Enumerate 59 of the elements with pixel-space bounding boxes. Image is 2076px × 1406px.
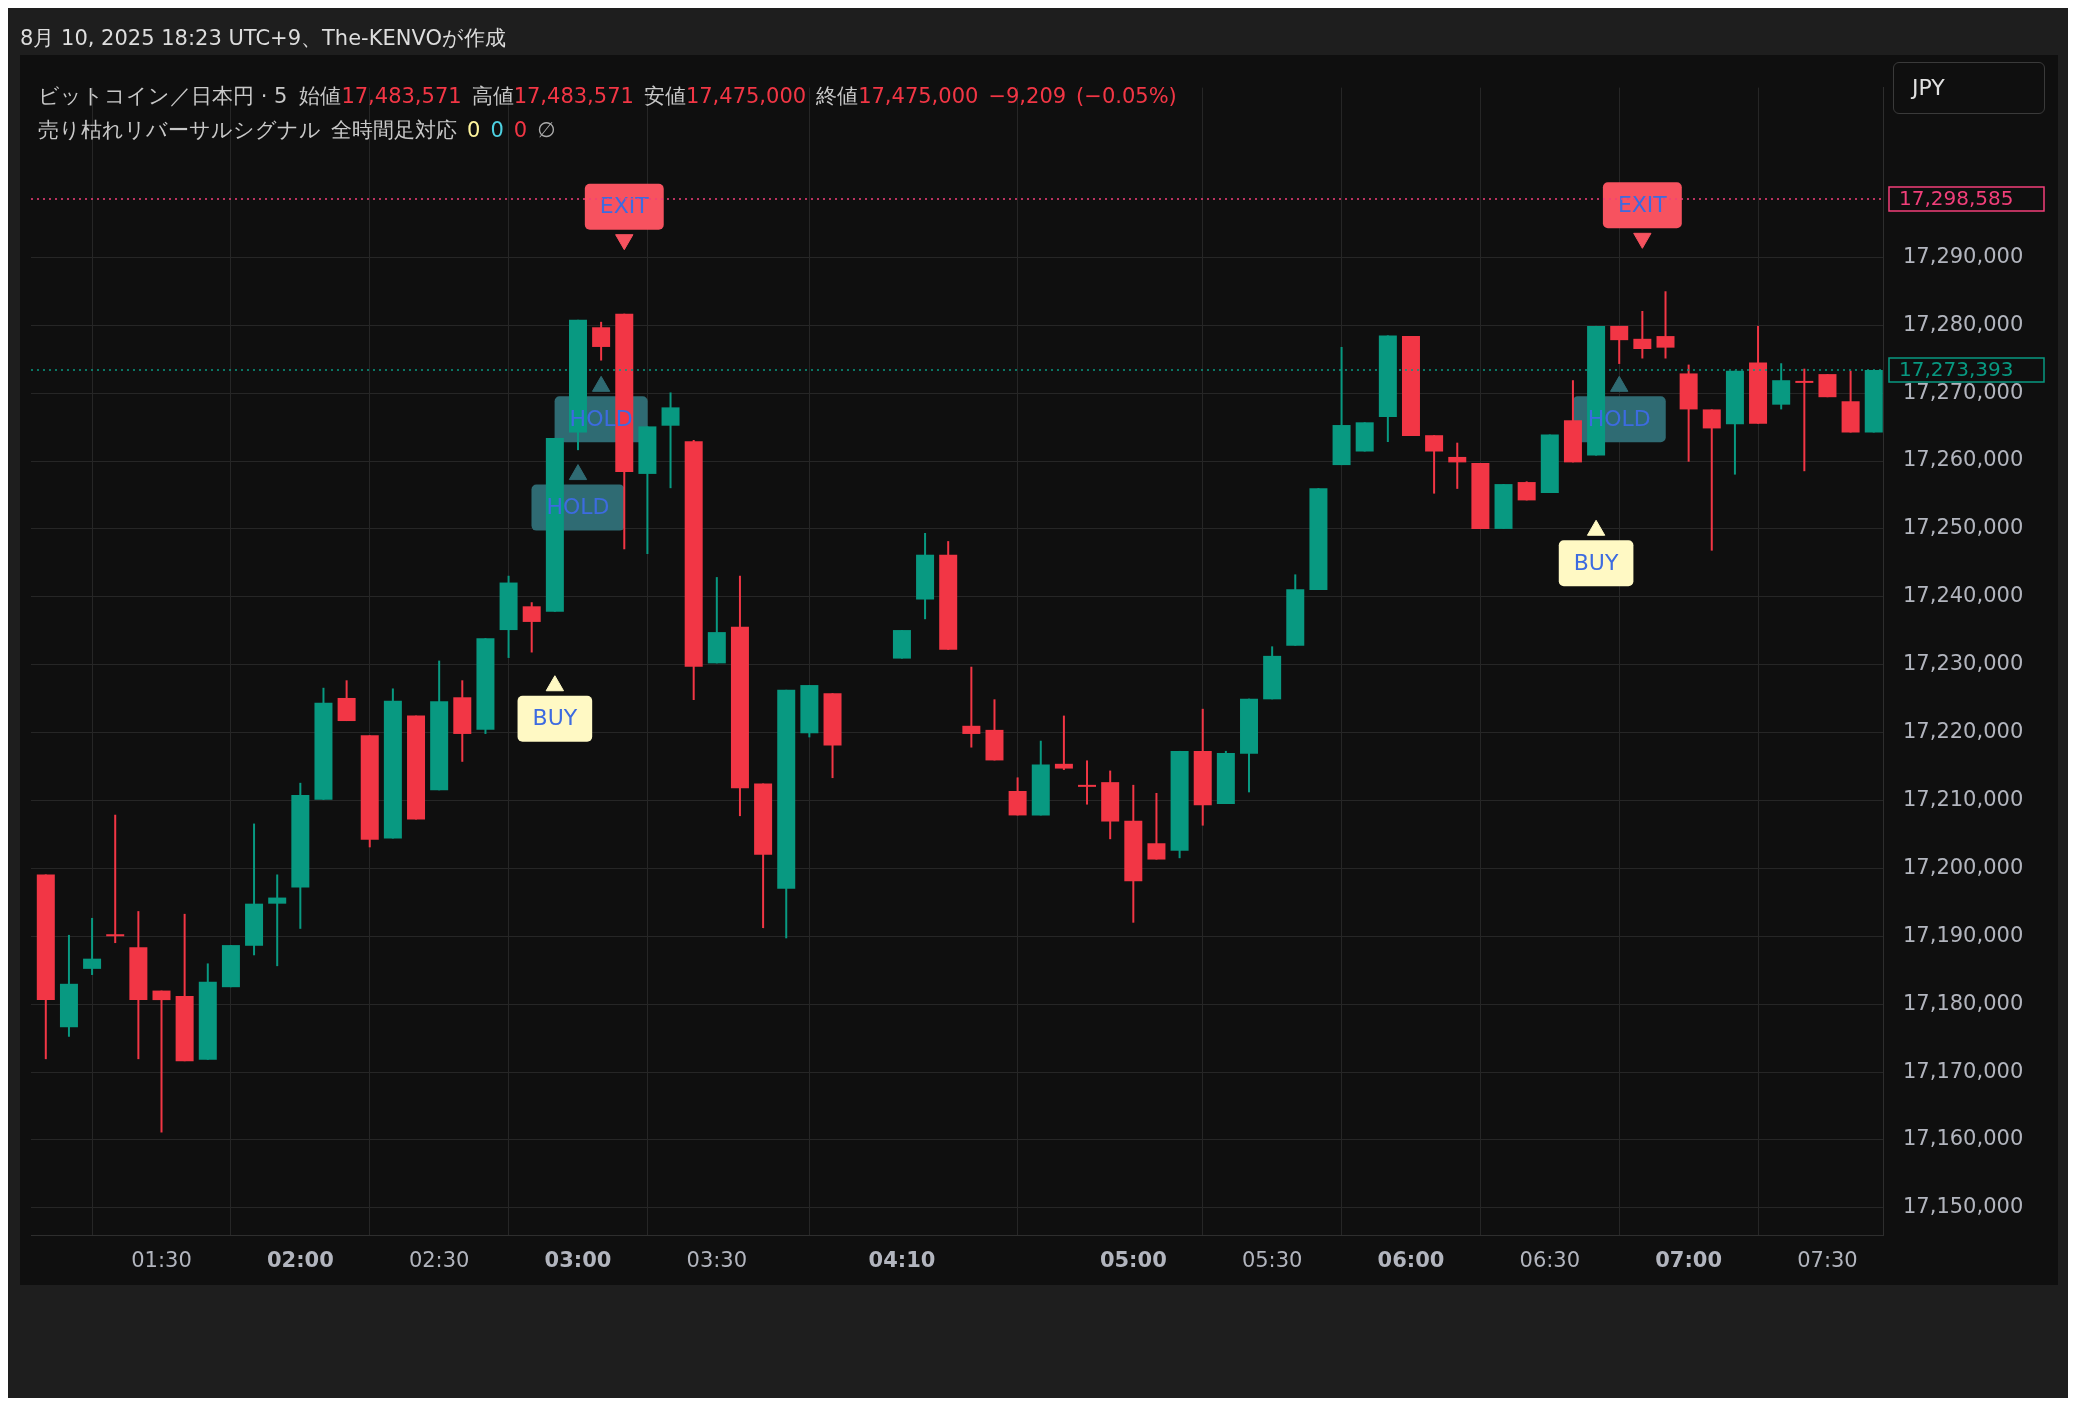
candlestick: [522, 601, 541, 654]
x-tick-label: 07:30: [1797, 1248, 1858, 1273]
candlestick: [83, 916, 102, 976]
text: 売り枯れリバーサルシグナル 全時間足対応 0 0 0 ∅: [38, 118, 556, 142]
x-tick-label: 01:30: [131, 1248, 192, 1273]
x-tick-label: 04:10: [868, 1248, 936, 1273]
candlestick: [592, 320, 611, 362]
ref-line-label: 17,273,393: [1899, 357, 2014, 382]
x-tick-label: 05:30: [1241, 1248, 1303, 1273]
candlestick: [661, 391, 680, 490]
candlestick: [1448, 441, 1467, 490]
text: EXIT: [1617, 192, 1667, 218]
x-tick-label: 02:30: [408, 1248, 470, 1273]
x-tick-label: 03:30: [686, 1248, 748, 1273]
y-tick-label: 17,280,000: [1903, 311, 2024, 336]
x-tick-label: 07:00: [1655, 1248, 1723, 1273]
text: HOLD: [546, 494, 610, 520]
series-label: BUY: [1573, 549, 1619, 575]
y-tick-label: 17,150,000: [1903, 1194, 2024, 1219]
y-tick-label: 17,160,000: [1903, 1126, 2024, 1151]
candlestick: [1702, 408, 1721, 552]
candlestick: [1633, 309, 1652, 360]
y-tick-label: 17,170,000: [1903, 1058, 2024, 1083]
chart-title: ビットコイン／日本円 · 5: [38, 84, 288, 108]
x-tick-label: 06:00: [1377, 1248, 1445, 1273]
candlestick: [1054, 714, 1073, 771]
text: 8月 10, 2025 18:23 UTC+9、The-KENVOが作成: [20, 25, 506, 52]
y-tick-label: 17,260,000: [1903, 447, 2024, 472]
y-tick-label: 17,200,000: [1903, 854, 2024, 879]
y-tick-label: 17,240,000: [1903, 583, 2024, 608]
y-tick-label: 17,230,000: [1903, 651, 2024, 676]
y-tick-label: 17,180,000: [1903, 990, 2024, 1015]
y-tick-label: 17,250,000: [1903, 515, 2024, 540]
candlestick: [1078, 759, 1097, 806]
candlestick: [962, 665, 981, 749]
x-tick-label: 05:00: [1099, 1248, 1167, 1273]
y-tick-label: 17,270,000: [1903, 379, 2024, 404]
series-label: HOLD: [1587, 406, 1651, 432]
x-tick-label: 03:00: [544, 1248, 612, 1273]
x-tick-label: 02:00: [266, 1248, 334, 1273]
y-tick-label: 17,210,000: [1903, 786, 2024, 811]
series-label: EXIT: [599, 193, 650, 219]
candlestick: [152, 989, 171, 1134]
text: 始値17,483,571 高値17,483,571 安値17,475,000 終値17,475,000 −9,209 (−0.05%): [299, 84, 1177, 108]
candlestick: [1147, 792, 1166, 861]
candlestick: [1610, 324, 1629, 365]
ref-line-label: 17,298,585: [1899, 186, 2014, 211]
candlestick: [337, 679, 356, 723]
candlestick: [1656, 290, 1675, 360]
candlestick: [106, 813, 125, 945]
candlestick: [1425, 434, 1444, 495]
candlestick: [268, 873, 287, 968]
y-tick-label: 17,290,000: [1903, 243, 2024, 268]
y-axis-title: JPY: [1893, 62, 2045, 114]
x-tick-label: 06:30: [1519, 1248, 1581, 1273]
y-tick-label: 17,190,000: [1903, 922, 2024, 947]
text: BUY: [532, 705, 578, 731]
candlestick: [1795, 367, 1814, 473]
y-tick-label: 17,220,000: [1903, 719, 2024, 744]
